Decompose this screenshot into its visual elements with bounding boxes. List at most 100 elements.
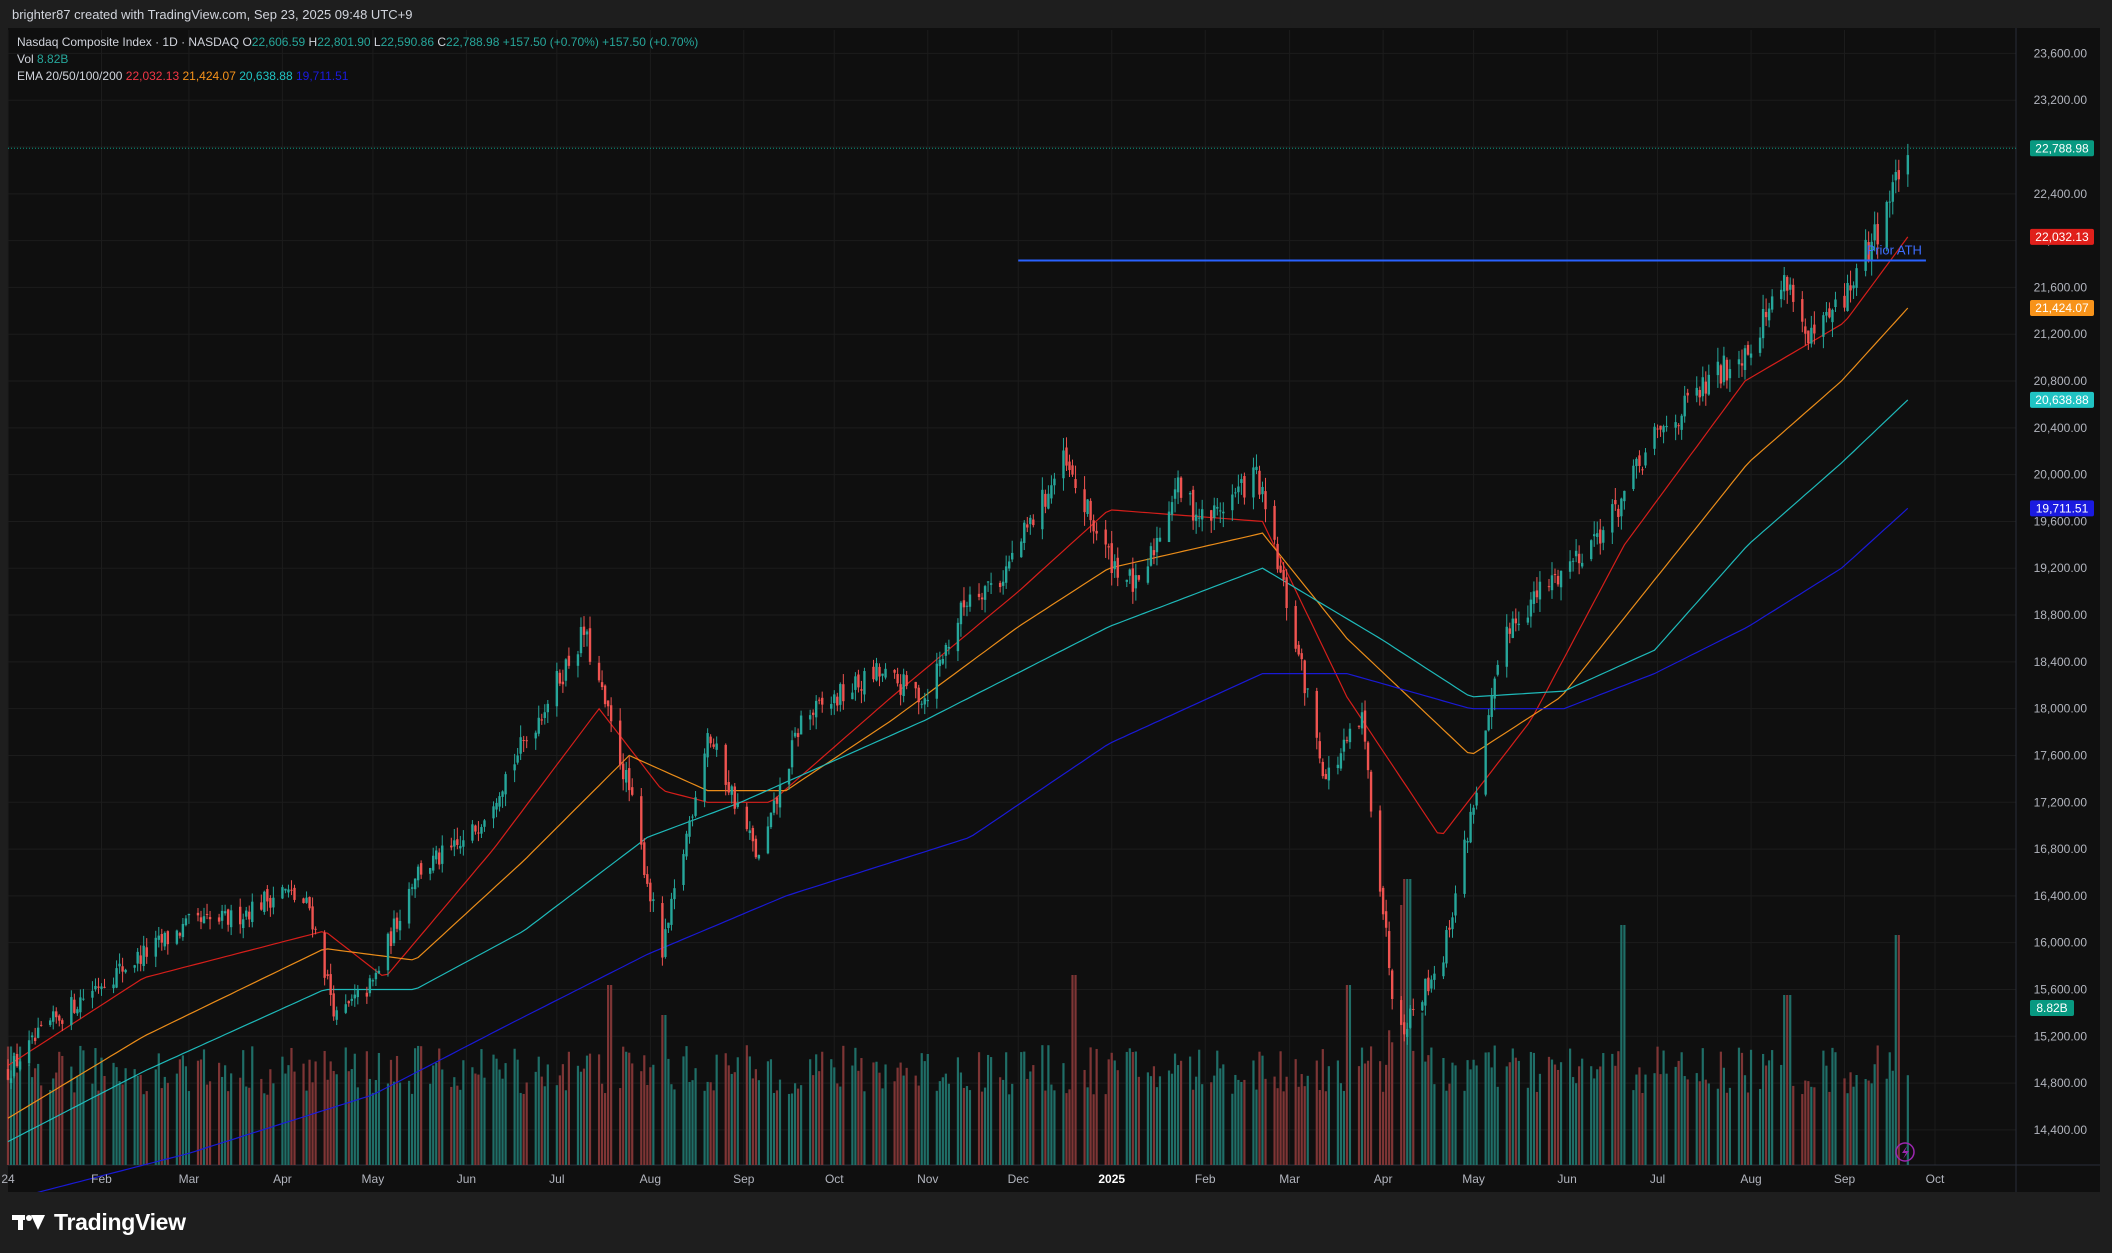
candle-body [1053, 478, 1056, 486]
ohlc-close-label: C [437, 35, 447, 49]
volume-bar [395, 1055, 399, 1165]
tradingview-logo[interactable]: TradingView [12, 1207, 186, 1237]
volume-bar [1490, 1067, 1493, 1165]
candle-body [609, 705, 613, 722]
candle-body [413, 878, 417, 890]
volume-bar [371, 1092, 374, 1165]
volume-bar [76, 1075, 79, 1165]
volume-bar [1385, 1064, 1388, 1165]
volume-bar [519, 1092, 522, 1165]
ohlc-low-value: 22,590.86 [380, 35, 434, 49]
candle-body [1345, 740, 1349, 742]
candle-body [1104, 529, 1107, 545]
candle-body [1210, 510, 1213, 521]
candle-body [1894, 172, 1897, 181]
candle-body [1149, 546, 1153, 566]
volume-bar [555, 1085, 558, 1165]
candle-body [501, 791, 504, 797]
volume-bar [1237, 1079, 1240, 1165]
candle-body [977, 593, 981, 597]
candle-body [546, 703, 549, 713]
candle-body [1191, 489, 1195, 521]
candle-body [839, 684, 842, 705]
time-tick-label: Sep [733, 1172, 755, 1186]
price-tick-label: 14,800.00 [2034, 1076, 2088, 1090]
volume-bar [217, 1062, 221, 1165]
volume-bar [582, 1068, 586, 1165]
volume-bar [1167, 1070, 1171, 1165]
volume-bar [1026, 1078, 1029, 1165]
candle-body [432, 855, 435, 871]
candle-body [1261, 486, 1264, 495]
volume-bar [730, 1073, 733, 1165]
volume-bar [646, 1084, 649, 1165]
candle-body [667, 922, 670, 929]
candle-body [504, 774, 507, 795]
candle-body [1004, 566, 1008, 583]
volume-bar [947, 1083, 950, 1165]
volume-bar [386, 1083, 390, 1165]
candle-body [1315, 690, 1318, 738]
volume-bar [778, 1079, 782, 1165]
candle-body [1574, 550, 1578, 557]
candle-body [386, 933, 390, 971]
time-tick-label: May [362, 1172, 385, 1186]
volume-bar [796, 1088, 800, 1165]
candle-body [1831, 309, 1834, 323]
volume-bar [1412, 1050, 1415, 1165]
volume-bar [1116, 1070, 1119, 1165]
candle-body [727, 782, 730, 793]
symbol-legend[interactable]: Nasdaq Composite Index · 1D · NASDAQ O22… [17, 35, 698, 49]
chart[interactable]: Prior ATH 14,400.00 14,800.00 15,200.00 15,6… [0, 0, 2112, 1192]
volume-bar [94, 1048, 97, 1165]
volume-bar [1674, 1066, 1677, 1165]
change-value-2: +157.50 (+0.70%) [602, 35, 699, 49]
volume-bar [115, 1067, 118, 1165]
volume-bar [673, 1089, 676, 1165]
volume-bar [1683, 1076, 1686, 1165]
volume-bar [881, 1088, 884, 1165]
candle-body [1128, 569, 1132, 576]
ohlc-open-value: 22,606.59 [251, 35, 306, 49]
candle-body [751, 828, 755, 842]
volume-bar [1047, 1045, 1050, 1165]
time-tick-label: Jun [457, 1172, 476, 1186]
candle-body [917, 687, 920, 703]
volume-bar [1029, 1071, 1032, 1165]
candle-body [1357, 725, 1361, 727]
volume-legend[interactable]: Vol 8.82B [17, 52, 68, 66]
candle-body [293, 887, 296, 900]
volume-bar [1173, 1053, 1177, 1165]
candle-body [1125, 579, 1128, 582]
candle-body [281, 887, 284, 899]
volume-bar [1382, 1091, 1385, 1165]
candle-body [1430, 979, 1433, 989]
lightning-icon[interactable] [1895, 1142, 1915, 1162]
candle-body [311, 906, 314, 930]
candle-body [1547, 586, 1551, 588]
volume-bar [453, 1077, 456, 1165]
volume-bar [1131, 1052, 1134, 1165]
volume-bar [893, 1081, 896, 1165]
volume-bar [905, 1067, 908, 1165]
candle-body [1532, 591, 1536, 604]
symbol-title[interactable]: Nasdaq Composite Index · 1D · NASDAQ [17, 35, 240, 49]
volume-bar [1517, 1060, 1520, 1165]
volume-bar [1134, 1051, 1137, 1165]
volume-bar [1572, 1077, 1575, 1165]
candle-body [875, 663, 878, 681]
candle-body [1400, 1000, 1403, 1025]
candle-body [1807, 330, 1810, 344]
candle-body [1722, 355, 1726, 383]
candle-body [1828, 308, 1831, 318]
ema-legend[interactable]: EMA 20/50/100/200 22,032.13 21,424.07 20… [17, 69, 348, 83]
candle-body [808, 715, 812, 720]
candle-body [1213, 505, 1216, 519]
volume-bar [435, 1062, 438, 1165]
candle-body [1433, 973, 1436, 980]
candle-body [712, 744, 715, 747]
volume-bar [166, 1082, 169, 1165]
candle-body [1258, 470, 1261, 495]
candle-body [1360, 712, 1364, 729]
candle-body [73, 999, 76, 1013]
